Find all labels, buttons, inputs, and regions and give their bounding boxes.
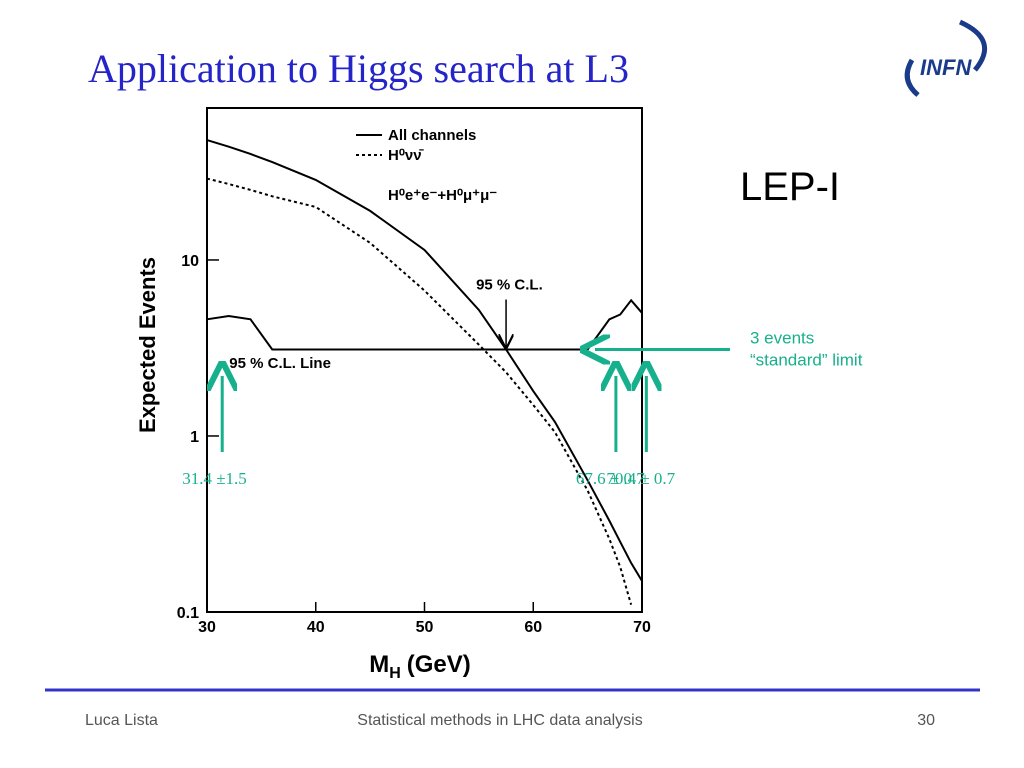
footer-center: Statistical methods in LHC data analysis (357, 712, 642, 729)
footer-left: Luca Lista (85, 712, 158, 729)
y-tick-label: 0.1 (177, 605, 199, 622)
x-tick-label: 30 (198, 619, 216, 636)
series-label: 95 % C.L. Line (229, 355, 331, 372)
slide-title: Application to Higgs search at L3 (88, 46, 629, 91)
x-tick-label: 70 (633, 619, 651, 636)
x-tick-label: 50 (416, 619, 434, 636)
series-line (206, 298, 643, 351)
y-tick-label: 10 (181, 253, 199, 270)
annotation-text: “standard” limit (750, 350, 863, 369)
series-line (206, 139, 643, 582)
x-tick-label: 40 (307, 619, 325, 636)
legend-label: All channels (388, 127, 476, 144)
legend-label: H⁰e⁺e⁻+H⁰μ⁺μ⁻ (388, 187, 497, 204)
x-axis-label: MH (GeV) (369, 651, 471, 682)
y-axis-label: Expected Events (135, 257, 160, 433)
y-tick-label: 1 (190, 429, 199, 446)
x-tick-label: 60 (524, 619, 542, 636)
side-label: LEP-I (740, 165, 840, 209)
legend-label: H⁰νν̄ (388, 147, 425, 164)
annotation-text: 70.4 ± 0.7 (606, 469, 675, 488)
logo: INFN (904, 19, 987, 97)
logo-text: INFN (920, 55, 972, 80)
annotation-text: 95 % C.L. (476, 276, 543, 293)
footer-right: 30 (917, 712, 935, 729)
annotation-text: 3 events (750, 328, 814, 347)
annotation-text: 31.4 ±1.5 (182, 469, 247, 488)
series-line (206, 177, 633, 605)
annotation-text: 67.6 ± 0.7 (576, 469, 645, 488)
